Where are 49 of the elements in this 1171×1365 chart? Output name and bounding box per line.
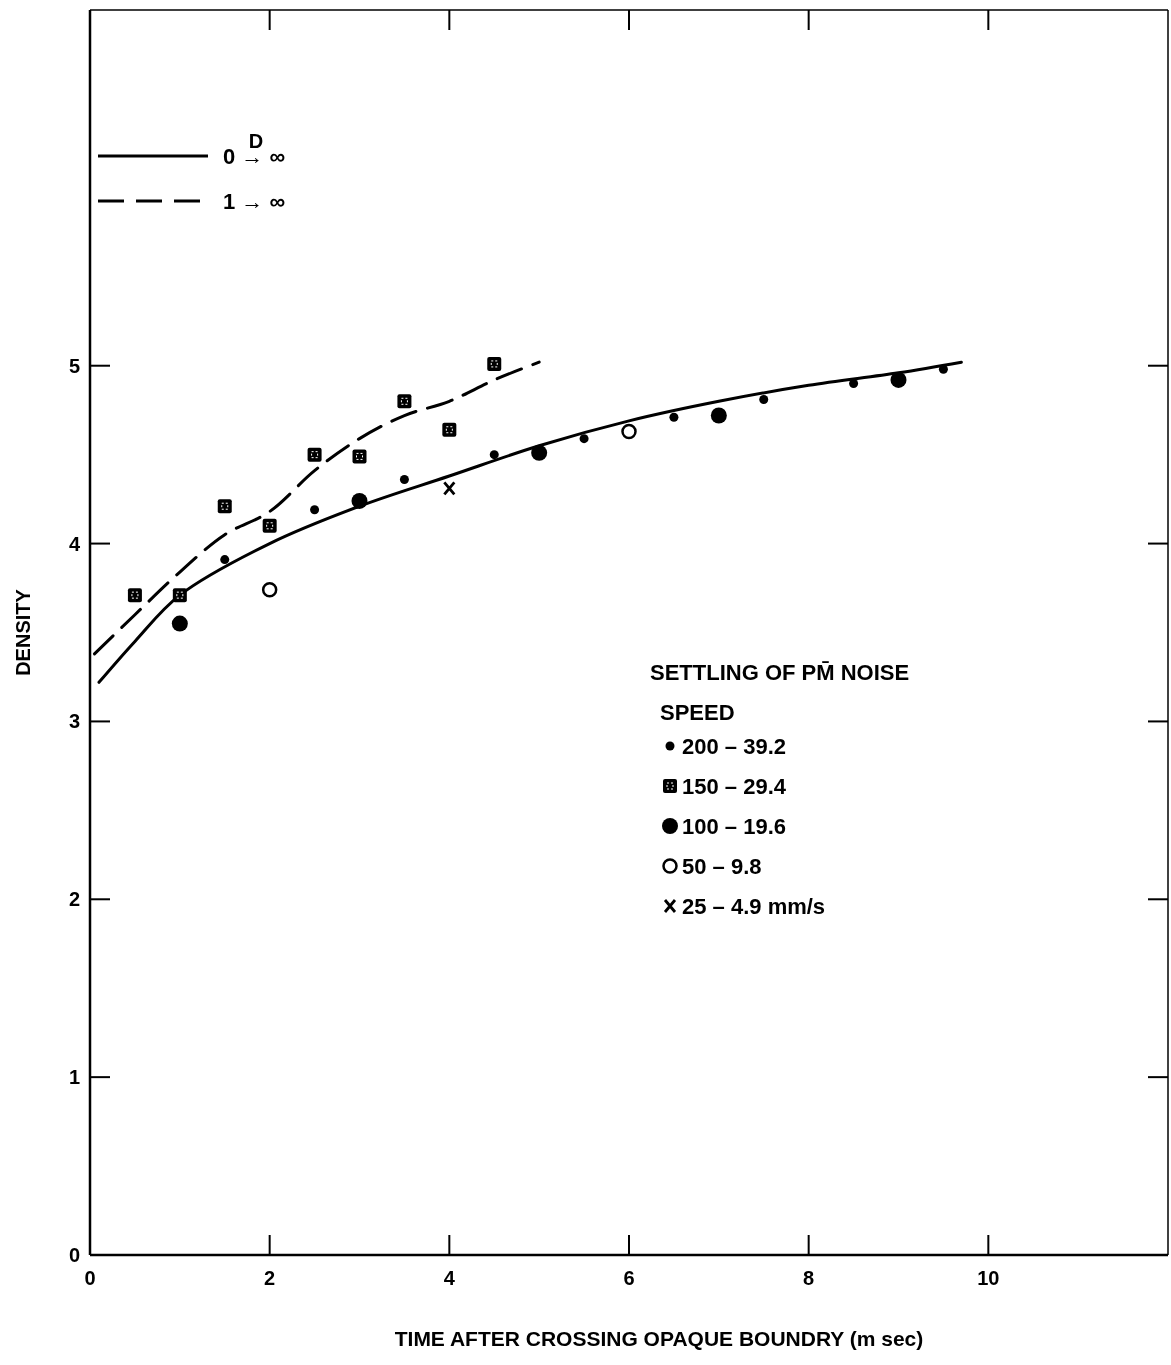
x-tick-label: 4 xyxy=(443,1267,456,1289)
point xyxy=(217,499,232,514)
y-axis-title: DENSITY xyxy=(12,588,34,676)
legend-label: 100 – 19.6 xyxy=(682,814,786,839)
point xyxy=(487,356,502,371)
x-tick-label: 0 xyxy=(84,1267,96,1289)
legend-label: 25 – 4.9 mm/s xyxy=(682,894,826,919)
point xyxy=(397,394,412,409)
x-axis-title: TIME AFTER CROSSING OPAQUE BOUNDRY (m sec) xyxy=(394,1327,924,1350)
x-tick-label: 6 xyxy=(623,1267,635,1289)
y-tick-label: 2 xyxy=(68,888,80,911)
point xyxy=(220,555,230,565)
line-series xyxy=(97,360,963,684)
point xyxy=(310,505,320,515)
point xyxy=(759,395,769,405)
x-tick-label: 10 xyxy=(977,1267,1000,1289)
point xyxy=(351,492,368,509)
point xyxy=(890,371,907,388)
point xyxy=(442,422,457,437)
point xyxy=(621,423,637,440)
point xyxy=(352,449,367,464)
legend-label: 200 – 39.2 xyxy=(682,734,786,759)
point xyxy=(171,615,188,632)
point xyxy=(579,434,589,444)
line-series xyxy=(92,360,541,656)
point xyxy=(261,582,278,598)
point xyxy=(531,444,548,461)
point xyxy=(442,481,456,496)
point xyxy=(710,407,727,424)
point xyxy=(262,518,277,533)
legend-label: 1 → ∞ xyxy=(223,189,286,214)
point xyxy=(127,588,142,603)
point xyxy=(489,450,499,460)
y-tick-label: 0 xyxy=(68,1244,80,1266)
point xyxy=(307,447,322,462)
x-tick-label: 2 xyxy=(264,1267,276,1289)
legend-label: 50 – 9.8 xyxy=(682,854,762,879)
point xyxy=(849,379,859,388)
y-tick-label: 5 xyxy=(68,354,80,377)
point xyxy=(172,588,187,603)
y-tick-label: 4 xyxy=(68,532,81,555)
y-tick-label: 3 xyxy=(68,710,80,733)
legend-title: SPEED xyxy=(660,700,735,725)
x-tick-label: 8 xyxy=(803,1267,815,1289)
annotation: SETTLING OF PM̄ NOISE xyxy=(650,660,910,685)
point xyxy=(399,475,409,485)
y-tick-label: 1 xyxy=(68,1066,80,1089)
point xyxy=(669,412,679,422)
legend-label: 150 – 29.4 xyxy=(682,774,787,799)
